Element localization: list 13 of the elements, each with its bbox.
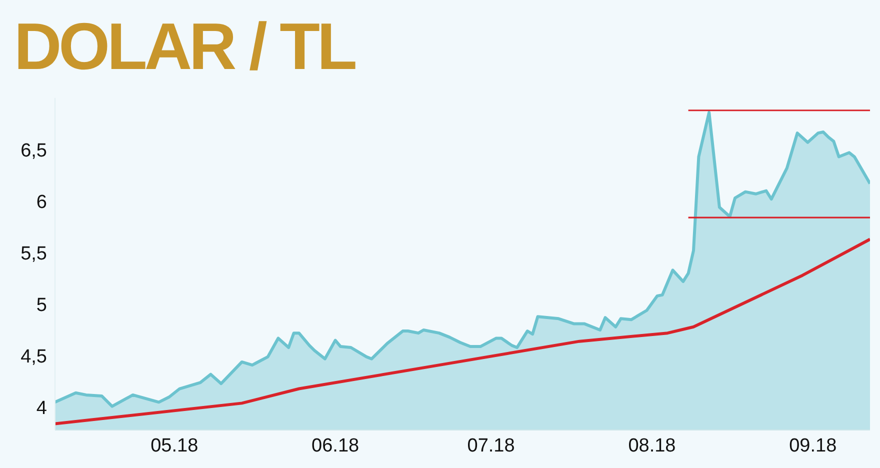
x-tick-label: 08.18 <box>628 435 676 456</box>
chart-title: DOLAR / TL <box>14 8 354 85</box>
x-tick-label: 07.18 <box>467 435 515 456</box>
y-tick-label: 6,5 <box>20 140 47 162</box>
y-tick-label: 4 <box>36 398 48 420</box>
y-tick-label: 5,5 <box>20 243 47 264</box>
line-series <box>55 238 870 426</box>
y-tick-label: 4,5 <box>20 346 47 368</box>
x-tick-label: 05.18 <box>150 435 198 456</box>
x-tick-label: 09.18 <box>789 435 837 456</box>
x-tick-label: 06.18 <box>312 435 360 456</box>
y-tick-label: 6 <box>36 192 47 213</box>
y-tick-label: 5 <box>36 294 47 316</box>
